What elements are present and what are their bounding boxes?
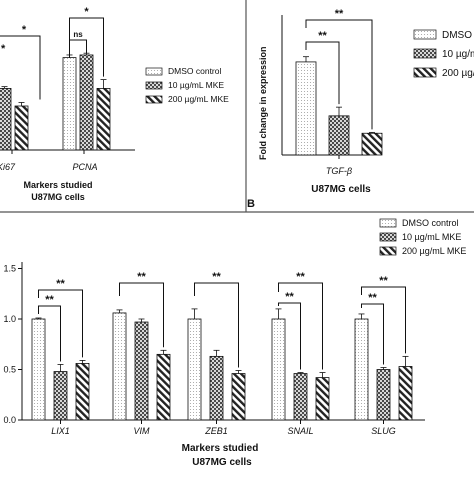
bar	[112, 312, 127, 421]
bar	[209, 355, 224, 421]
bar	[293, 373, 308, 421]
y-tick-label: 0.0	[3, 415, 16, 425]
y-tick-label: 0.5	[3, 365, 16, 375]
panel-bottom: 0.00.51.01.5****** **********LIX1 VIM ZEB1 S…	[3, 218, 466, 468]
bar	[187, 318, 202, 421]
significance-label: **	[335, 8, 344, 20]
y-axis-title: Fold change in expression	[258, 46, 268, 160]
significance-label: ns	[73, 30, 83, 39]
bar	[295, 61, 317, 156]
bar	[0, 88, 12, 151]
significance-bracket	[119, 282, 164, 348]
y-tick-label: 1.0	[3, 314, 16, 324]
bar	[14, 105, 29, 151]
legend-item: 10 µg/m	[442, 49, 474, 60]
legend-swatch	[413, 67, 437, 78]
x-axis-title: Markers studied	[23, 180, 92, 190]
bar	[398, 366, 413, 421]
significance-label: **	[137, 271, 146, 283]
significance-bracket	[38, 289, 83, 358]
significance-bracket	[0, 35, 41, 100]
significance-label: **	[318, 30, 327, 42]
significance-label: **	[296, 271, 305, 283]
bar	[96, 88, 111, 151]
x-axis-title: Markers studied	[182, 443, 259, 454]
legend-swatch	[379, 232, 397, 242]
legend-swatch	[379, 218, 397, 228]
bar	[271, 318, 286, 421]
bar	[361, 132, 383, 156]
legend-item: 10 µg/mL MKE	[168, 80, 224, 90]
legend-swatch	[145, 81, 163, 90]
significance-bracket	[305, 41, 340, 105]
significance-bracket	[278, 302, 301, 370]
bar	[354, 318, 369, 421]
significance-label: **	[212, 271, 221, 283]
legend-item: DMSO control	[168, 66, 221, 76]
panel-top-right: Fold change in expression ** ** TGF-β U87MG …	[258, 8, 474, 195]
x-tick-label: Ki67	[0, 162, 16, 172]
panel-top-left: * * ns * Ki67 PCNA Markers studied U87MG cells D…	[0, 6, 229, 202]
significance-bracket	[305, 19, 373, 130]
significance-bracket	[361, 303, 384, 365]
x-axis-title: U87MG cells	[311, 184, 371, 195]
legend-item: 200 µg/mL MKE	[168, 94, 229, 104]
bar	[134, 321, 149, 421]
legend-swatch	[379, 246, 397, 256]
x-tick-label: SNAIL	[287, 426, 313, 436]
significance-label: **	[56, 278, 65, 290]
x-tick-label: SLUG	[371, 426, 396, 436]
y-tick-label: 1.5	[3, 264, 16, 274]
x-tick-label: ZEB1	[204, 426, 228, 436]
bar	[156, 353, 171, 421]
legend-swatch	[145, 67, 163, 76]
legend-item: DMSO control	[402, 218, 459, 228]
significance-bracket	[194, 282, 239, 368]
x-axis-title: U87MG cells	[192, 457, 252, 468]
bar	[328, 115, 350, 156]
significance-bracket	[278, 282, 323, 370]
x-tick-label: VIM	[133, 426, 150, 436]
panel-b-label: B	[247, 198, 255, 210]
legend-item: DMSO c	[442, 30, 474, 41]
significance-bracket	[361, 286, 406, 354]
bar	[62, 57, 77, 151]
x-axis-title: U87MG cells	[31, 192, 85, 202]
significance-label: *	[1, 43, 6, 55]
legend-item: 10 µg/mL MKE	[402, 232, 461, 242]
significance-label: **	[368, 292, 377, 304]
bar	[79, 54, 94, 151]
bar	[376, 369, 391, 421]
significance-label: **	[285, 291, 294, 303]
bar	[231, 373, 246, 421]
x-tick-label: LIX1	[51, 426, 70, 436]
bar	[31, 318, 46, 421]
bar	[75, 363, 90, 421]
x-tick-label: PCNA	[72, 162, 97, 172]
significance-label: **	[379, 275, 388, 287]
x-tick-label: TGF-β	[326, 166, 352, 176]
legend-item: 200 µg/mL MKE	[402, 246, 466, 256]
legend-swatch	[413, 29, 437, 40]
bar	[53, 371, 68, 421]
significance-label: *	[84, 6, 89, 18]
significance-bracket	[38, 305, 61, 362]
bar	[315, 377, 330, 421]
legend-swatch	[413, 48, 437, 59]
significance-label: *	[22, 24, 27, 36]
significance-bracket	[69, 17, 104, 77]
significance-label: **	[45, 294, 54, 306]
legend-swatch	[145, 95, 163, 104]
legend-item: 200 µg/	[442, 68, 474, 79]
